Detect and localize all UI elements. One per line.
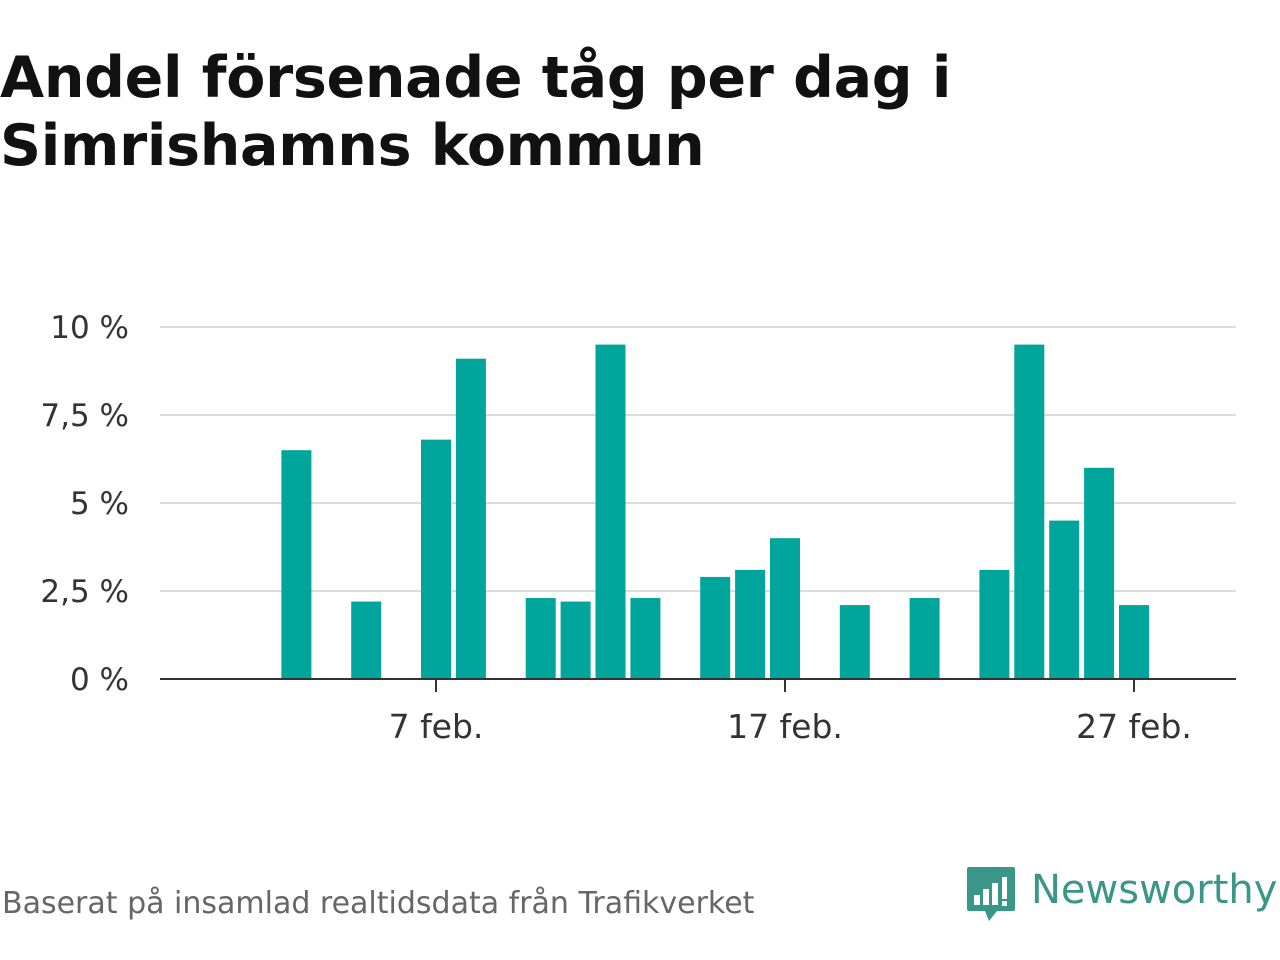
bar	[735, 569, 766, 679]
bar	[595, 344, 626, 679]
bar	[770, 538, 800, 679]
bar	[351, 601, 382, 679]
bar	[455, 358, 486, 679]
bar	[1119, 605, 1149, 679]
brand-logo[interactable]: Newsworthy	[965, 862, 1277, 928]
bar	[1014, 344, 1045, 679]
y-tick-label: 7,5 %	[40, 398, 129, 434]
bar	[630, 598, 661, 679]
y-tick-label: 5 %	[70, 486, 129, 522]
x-tick-label: 17 feb.	[727, 707, 843, 746]
bar	[700, 576, 731, 679]
y-tick-labels: 0 % 2,5 % 5 % 7,5 % 10 %	[40, 310, 129, 698]
chart-title: Andel försenade tåg per dag i Simrishamn…	[0, 45, 952, 180]
y-tick-label: 10 %	[50, 310, 129, 346]
x-tick-label: 7 feb.	[389, 707, 484, 746]
bar	[839, 605, 870, 679]
newsworthy-logo-icon	[967, 867, 1015, 921]
y-tick-label: 2,5 %	[40, 574, 129, 610]
y-tick-label: 0 %	[70, 662, 129, 698]
source-note: Baserat på insamlad realtidsdata från Tr…	[2, 886, 755, 921]
x-ticks: 7 feb. 17 feb. 27 feb.	[389, 679, 1192, 746]
bar	[909, 598, 940, 679]
bar	[281, 450, 312, 679]
x-tick-label: 27 feb.	[1076, 707, 1192, 746]
bar	[979, 569, 1010, 679]
bar	[560, 601, 591, 679]
brand-name: Newsworthy	[1031, 867, 1278, 913]
bars	[281, 344, 1149, 679]
bar	[1049, 520, 1080, 679]
bar	[1084, 467, 1115, 679]
bar	[525, 598, 556, 679]
bar	[421, 439, 451, 679]
